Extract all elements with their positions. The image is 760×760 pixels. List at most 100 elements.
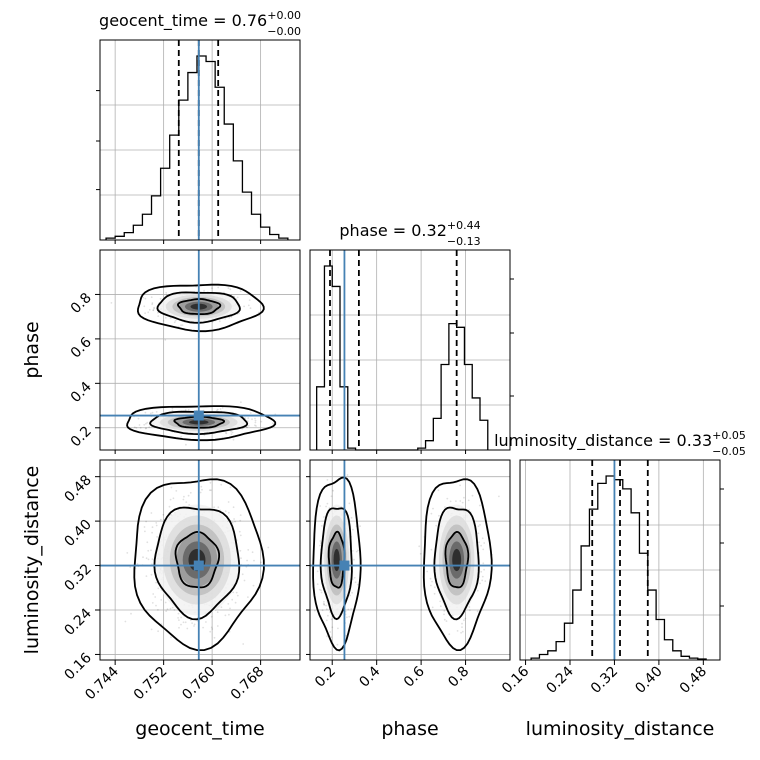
scatter-point — [154, 596, 157, 598]
contour-line — [433, 506, 480, 621]
scatter-point — [177, 612, 180, 615]
scatter-point — [231, 521, 234, 524]
scatter-point — [430, 512, 433, 515]
contours — [133, 478, 265, 651]
scatter-point — [230, 433, 233, 435]
scatter-point — [133, 426, 136, 429]
scatter-point — [318, 588, 321, 591]
contours — [126, 283, 277, 442]
panel-content — [100, 250, 300, 450]
x-tick-label-phase: 0.8 — [445, 664, 472, 691]
scatter-point — [145, 422, 147, 425]
scatter-point — [320, 525, 323, 527]
scatter-point — [180, 324, 182, 326]
scatter-point — [244, 417, 246, 419]
scatter-point — [325, 619, 328, 622]
scatter-point — [144, 427, 147, 430]
scatter-point — [336, 643, 339, 646]
scatter-point — [144, 297, 147, 300]
density-shading — [154, 504, 240, 616]
scatter-point — [426, 570, 429, 573]
scatter-point — [191, 622, 194, 624]
scatter-point — [445, 620, 448, 622]
scatter-point — [149, 412, 152, 415]
scatter-point — [239, 290, 242, 293]
scatter-point — [444, 506, 446, 508]
scatter-point — [143, 305, 146, 308]
scatter-point — [153, 306, 156, 309]
scatter-point — [330, 636, 333, 639]
scatter-point — [247, 424, 250, 427]
scatter-point — [467, 499, 470, 502]
scatter-point — [170, 636, 172, 639]
scatter-point — [319, 505, 322, 507]
x-tick-label-geocent_time: 0.744 — [82, 663, 122, 703]
scatter-point — [181, 324, 184, 326]
scatter-point — [359, 525, 361, 527]
scatter-point — [144, 530, 146, 533]
scatter-point — [478, 504, 481, 507]
scatter-point — [448, 633, 451, 636]
scatter-point — [218, 320, 221, 323]
truth-marker — [193, 410, 204, 421]
panel-frame — [309, 459, 511, 661]
panel-frame — [519, 459, 721, 661]
scatter-point — [243, 579, 246, 582]
scatter-point — [203, 289, 206, 292]
scatter-point — [439, 605, 442, 608]
y-tick-label-phase: 0.8 — [68, 290, 95, 317]
scatter-point — [456, 630, 459, 632]
scatter-point — [326, 479, 329, 481]
scatter-point — [498, 495, 500, 498]
scatter-point — [353, 576, 356, 579]
scatter-point — [220, 483, 223, 486]
title-median: 0.33 — [677, 431, 713, 450]
scatter-point — [150, 296, 153, 299]
scatter-point — [233, 518, 236, 520]
scatter-point — [187, 409, 190, 411]
scatter-point — [151, 602, 154, 604]
density-cell — [333, 548, 340, 572]
y-tick-label-luminosity_distance: 0.48 — [61, 472, 94, 505]
scatter-point — [435, 524, 438, 527]
scatter-point — [151, 302, 154, 304]
scatter-point — [211, 628, 214, 630]
scatter-point — [169, 498, 172, 501]
scatter-point — [260, 420, 263, 423]
scatter-point — [159, 518, 162, 521]
scatter-point — [205, 621, 207, 623]
scatter-point — [180, 623, 182, 626]
scatter-point — [325, 505, 327, 508]
scatter-point — [185, 443, 187, 446]
scatter-point — [124, 620, 127, 623]
scatter-point — [155, 524, 158, 527]
scatter-point — [247, 304, 250, 307]
truth-marker — [339, 560, 350, 571]
scatter-point — [346, 616, 348, 619]
scatter-point — [230, 315, 233, 318]
title-equals: = — [208, 11, 232, 30]
scatter-point — [247, 549, 250, 551]
scatter-point — [183, 495, 185, 498]
scatter-point — [348, 502, 351, 505]
scatter-point — [232, 591, 235, 594]
scatter-point — [483, 542, 486, 544]
scatter-point — [146, 541, 149, 544]
scatter-point — [236, 594, 239, 597]
contour-line — [153, 506, 241, 621]
scatter-point — [110, 302, 113, 304]
scatter-point — [355, 550, 358, 553]
contour-line — [176, 298, 222, 315]
scatter-point — [239, 514, 242, 516]
scatter-point — [164, 601, 167, 604]
scatter-point — [326, 635, 328, 638]
scatter-point — [157, 630, 160, 633]
scatter-point — [139, 427, 142, 429]
scatter-point — [461, 501, 464, 504]
scatter-point — [171, 409, 174, 412]
scatter-point — [320, 591, 323, 594]
scatter-point — [185, 501, 188, 503]
scatter-point — [200, 485, 203, 488]
scatter-point — [231, 431, 234, 434]
